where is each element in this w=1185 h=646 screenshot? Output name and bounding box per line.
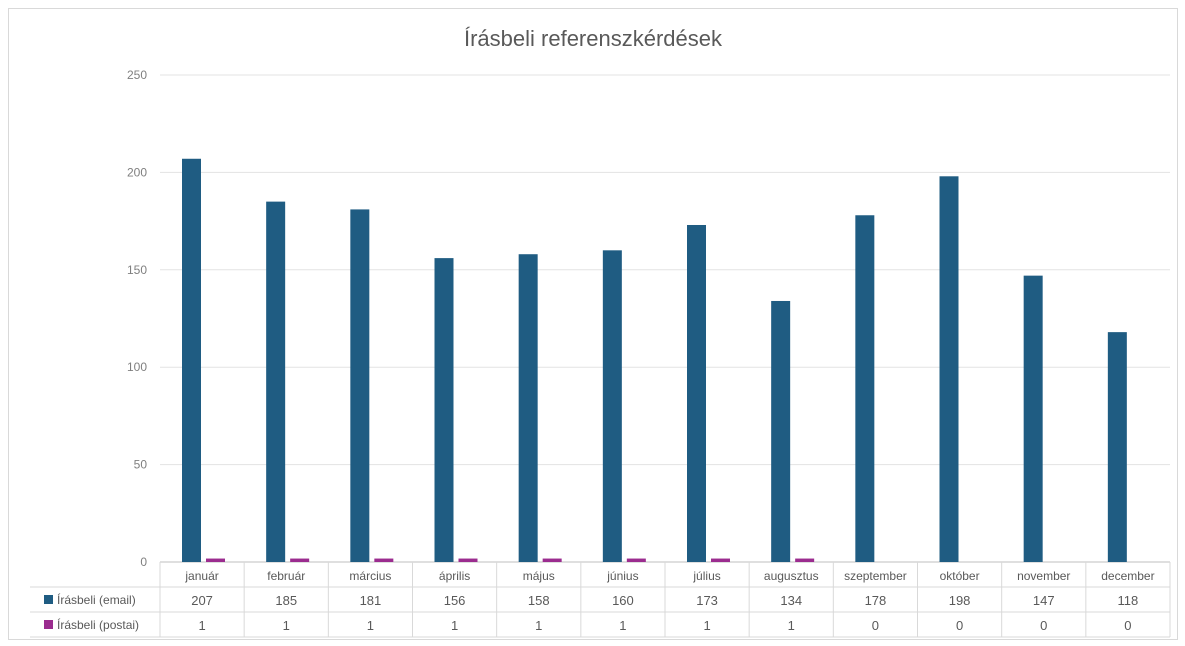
bar-email-január xyxy=(182,158,201,562)
bar-email-június xyxy=(602,250,622,562)
bar-email-augusztus xyxy=(771,300,791,562)
x-tick-label: január xyxy=(184,569,218,583)
gridlines xyxy=(160,74,1170,563)
data-label: 156 xyxy=(444,593,466,608)
data-label: 1 xyxy=(367,618,374,633)
data-label: 147 xyxy=(1033,593,1055,608)
data-label: 158 xyxy=(528,593,550,608)
bar-postai-augusztus xyxy=(795,558,815,562)
x-tick-label: július xyxy=(692,569,720,583)
y-tick-label: 200 xyxy=(127,165,147,179)
bar-email-május xyxy=(518,254,538,562)
bar-email-február xyxy=(266,201,286,562)
data-label: 178 xyxy=(865,593,887,608)
data-label: 0 xyxy=(956,618,963,633)
data-label: 1 xyxy=(535,618,542,633)
bar-email-március xyxy=(350,209,370,563)
data-label: 0 xyxy=(1040,618,1047,633)
data-label: 181 xyxy=(360,593,382,608)
x-tick-label: március xyxy=(349,569,391,583)
data-label: 185 xyxy=(275,593,297,608)
data-label: 1 xyxy=(283,618,290,633)
legend-swatch xyxy=(44,595,53,604)
bar-postai-február xyxy=(290,558,310,562)
legend-entry: Írásbeli (email) xyxy=(57,592,136,607)
y-axis-ticks: 0 50 100 150 200 250 xyxy=(127,68,147,569)
bar-email-október xyxy=(939,176,959,562)
x-tick-label: augusztus xyxy=(764,569,819,583)
x-tick-label: április xyxy=(439,569,470,583)
data-label: 173 xyxy=(696,593,718,608)
legend-entry: Írásbeli (postai) xyxy=(57,617,139,632)
x-tick-label: szeptember xyxy=(844,569,907,583)
x-tick-label: május xyxy=(523,569,555,583)
chart-title: Írásbeli referenszkérdések xyxy=(464,26,723,51)
y-tick-label: 250 xyxy=(127,68,147,82)
x-tick-label: június xyxy=(606,569,638,583)
data-label: 160 xyxy=(612,593,634,608)
bars xyxy=(182,158,1127,563)
y-tick-label: 50 xyxy=(134,458,148,472)
y-tick-label: 0 xyxy=(140,555,147,569)
data-label: 134 xyxy=(780,593,802,608)
x-tick-label: december xyxy=(1101,569,1154,583)
data-label: 0 xyxy=(1124,618,1131,633)
y-tick-label: 100 xyxy=(127,360,147,374)
bar-postai-január xyxy=(206,558,225,562)
x-tick-label: február xyxy=(267,569,305,583)
bar-postai-április xyxy=(458,558,478,562)
data-label: 1 xyxy=(703,618,710,633)
x-tick-label: november xyxy=(1017,569,1070,583)
bar-postai-június xyxy=(626,558,646,562)
y-tick-label: 150 xyxy=(127,263,147,277)
data-label: 1 xyxy=(451,618,458,633)
data-label: 207 xyxy=(191,593,213,608)
bar-email-április xyxy=(434,258,454,562)
bar-email-július xyxy=(687,224,706,562)
bar-email-szeptember xyxy=(855,215,875,563)
bar-email-november xyxy=(1023,275,1043,562)
data-label: 118 xyxy=(1118,593,1139,608)
data-label: 1 xyxy=(788,618,795,633)
chart-frame xyxy=(8,8,1178,640)
bar-email-december xyxy=(1107,332,1127,562)
x-tick-label: október xyxy=(940,569,980,583)
bar-postai-március xyxy=(374,558,394,562)
bar-postai-május xyxy=(542,558,562,562)
legend-swatch xyxy=(44,620,53,629)
data-label: 0 xyxy=(872,618,879,633)
data-label: 1 xyxy=(198,618,205,633)
data-label: 1 xyxy=(619,618,626,633)
data-label: 198 xyxy=(949,593,971,608)
data-table: január február március április május június jú… xyxy=(30,562,1171,638)
bar-postai-július xyxy=(711,558,730,562)
